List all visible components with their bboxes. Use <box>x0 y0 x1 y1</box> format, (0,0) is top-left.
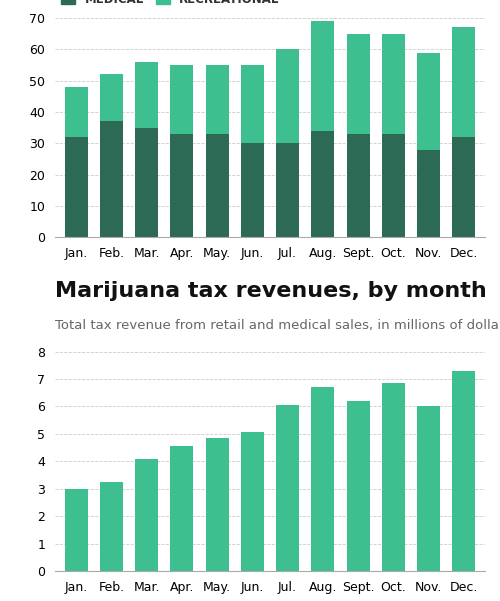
Bar <box>206 134 229 237</box>
Bar <box>241 144 264 237</box>
Bar <box>135 128 158 237</box>
Bar <box>135 459 158 571</box>
Bar <box>346 401 370 571</box>
Bar <box>100 75 123 121</box>
Bar <box>417 52 440 150</box>
Bar <box>452 371 475 571</box>
Bar <box>170 134 194 237</box>
Bar <box>382 34 405 134</box>
Bar <box>417 150 440 237</box>
Bar <box>170 446 194 571</box>
Bar <box>276 144 299 237</box>
Text: Total tax revenue from retail and medical sales, in millions of dollars: Total tax revenue from retail and medica… <box>55 319 500 332</box>
Bar <box>346 134 370 237</box>
Bar <box>312 21 334 131</box>
Bar <box>312 131 334 237</box>
Bar <box>64 137 88 237</box>
Bar <box>135 62 158 128</box>
Bar <box>64 489 88 571</box>
Bar <box>206 65 229 134</box>
Bar <box>100 482 123 571</box>
Bar <box>452 28 475 137</box>
Bar <box>206 438 229 571</box>
Bar <box>417 406 440 571</box>
Bar <box>100 121 123 237</box>
Bar <box>64 87 88 137</box>
Bar <box>346 34 370 134</box>
Bar <box>452 137 475 237</box>
Bar <box>170 65 194 134</box>
Legend: MEDICAL, RECREATIONAL: MEDICAL, RECREATIONAL <box>61 0 280 6</box>
Bar <box>276 405 299 571</box>
Bar <box>276 49 299 144</box>
Bar <box>382 134 405 237</box>
Bar <box>241 65 264 144</box>
Bar <box>382 383 405 571</box>
Text: Marijuana tax revenues, by month: Marijuana tax revenues, by month <box>55 281 487 301</box>
Bar <box>312 387 334 571</box>
Bar <box>241 433 264 571</box>
